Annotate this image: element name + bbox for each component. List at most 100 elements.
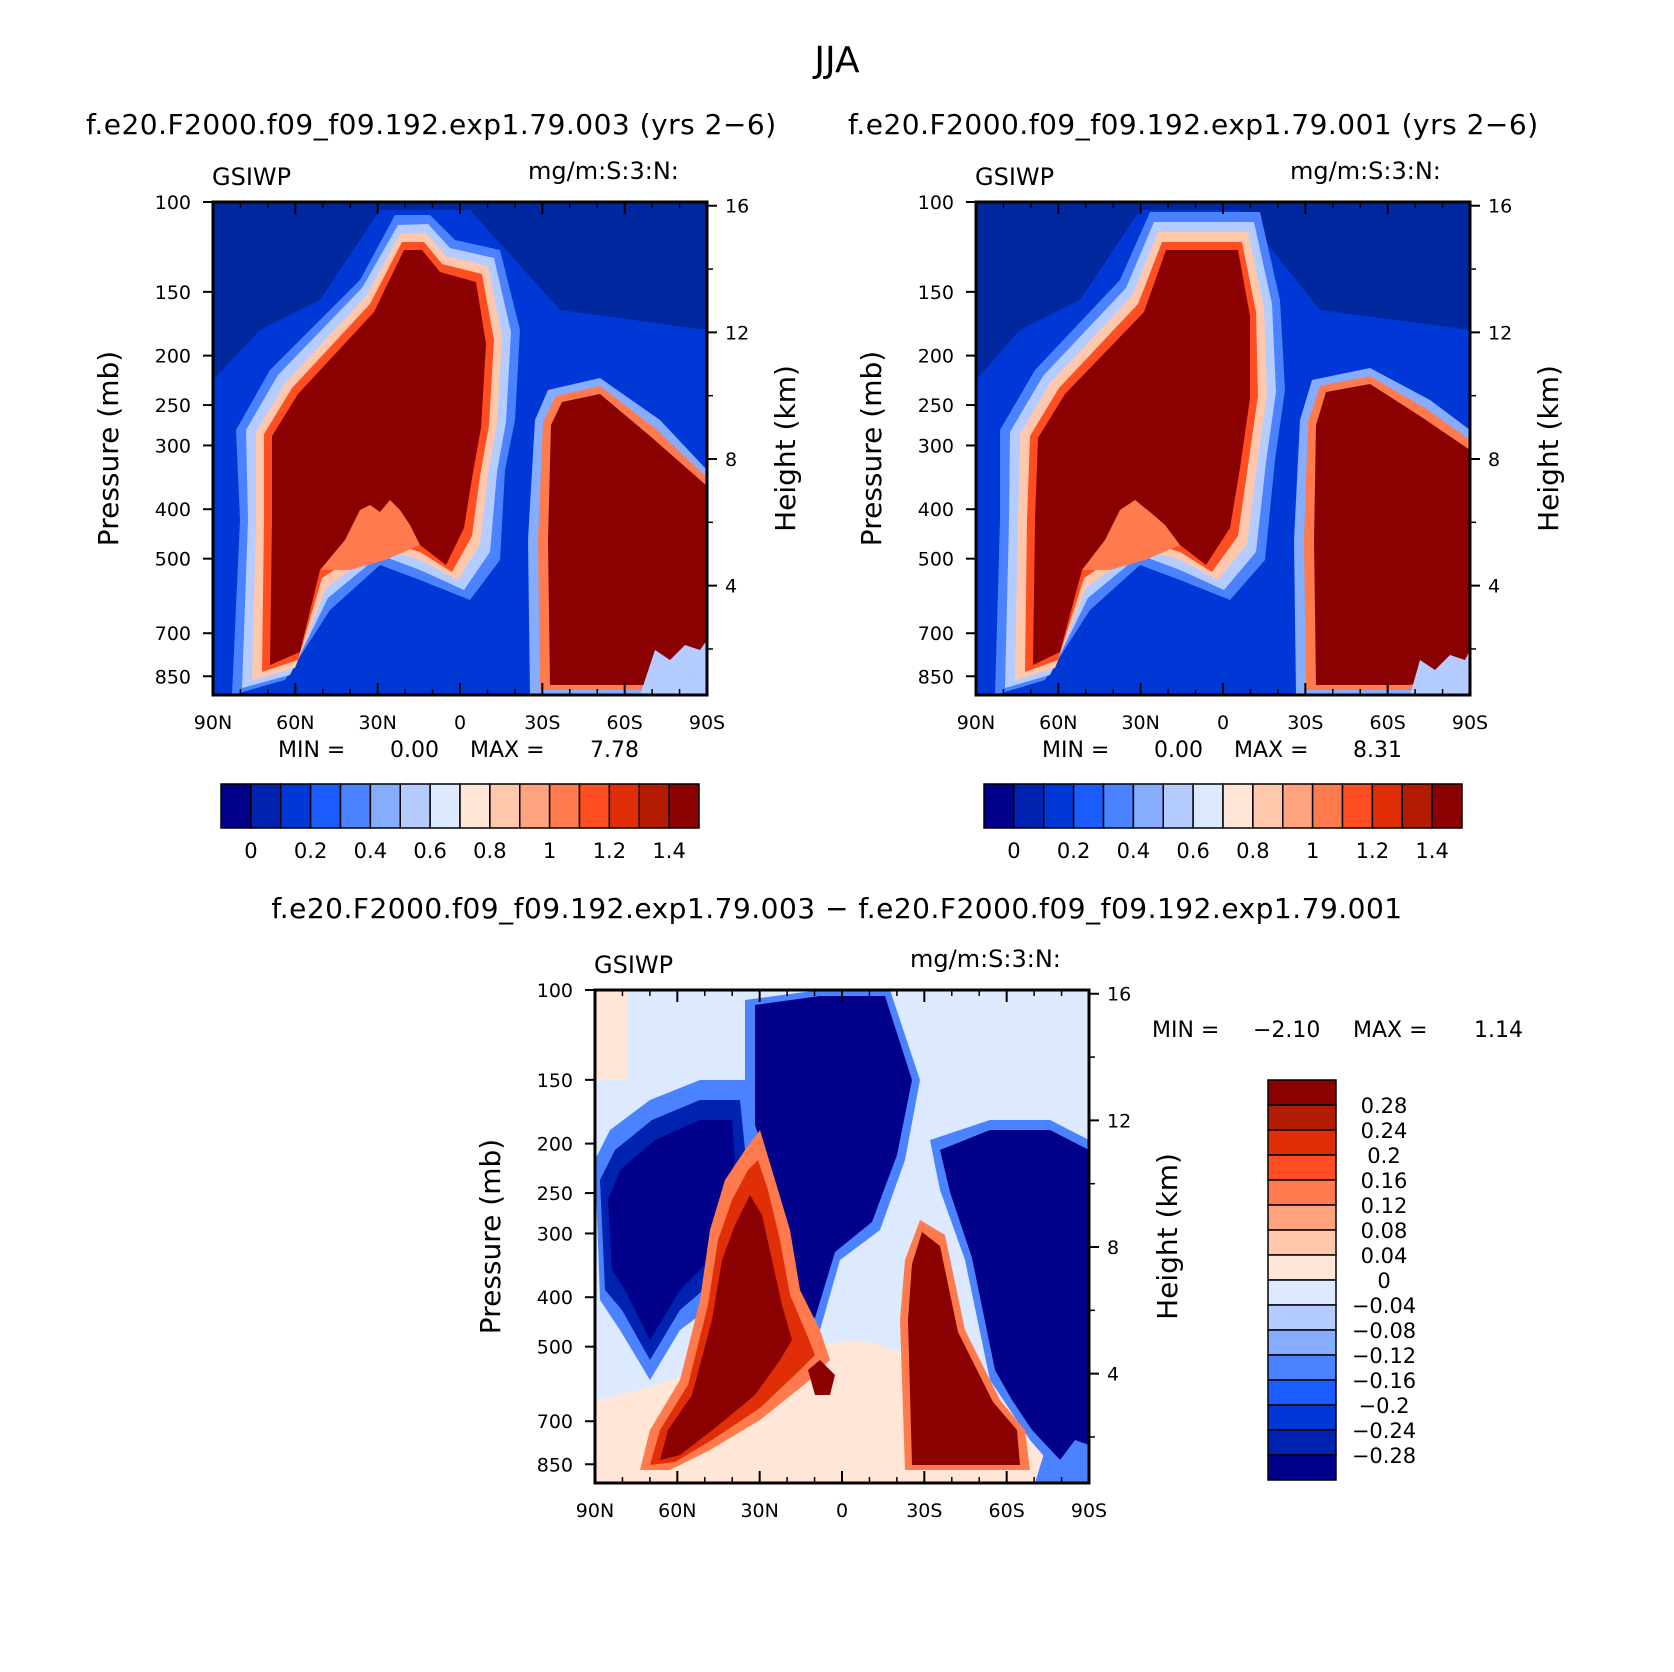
colorbar-c-swatch <box>1267 1429 1337 1456</box>
colorbar-c-swatch <box>1267 1404 1337 1431</box>
panel-c-x-tick-label: 60N <box>658 1500 696 1522</box>
colorbar-c-swatch <box>1267 1154 1337 1181</box>
panel-a-contour-field <box>213 202 707 695</box>
panel-title-run-001: f.e20.F2000.f09_f09.192.exp1.79.001 (yrs… <box>848 108 1539 141</box>
colorbar-a-swatch <box>519 783 551 829</box>
panel-b-y-tick-label: 100 <box>918 192 954 214</box>
panel-c-x-tick-label: 0 <box>836 1500 848 1522</box>
panel-c-units: mg/m:S:3:N: <box>910 945 1061 973</box>
colorbar-b-swatch <box>1431 783 1463 829</box>
colorbar-a-swatch <box>489 783 521 829</box>
colorbar-c-swatch <box>1267 1354 1337 1381</box>
panel-a-min-label: MIN = <box>278 738 346 763</box>
panel-a-y2-axis-title: Height (km) <box>769 365 802 532</box>
colorbar-a-swatch <box>220 783 252 829</box>
panel-b-y2-tick-label: 4 <box>1488 576 1500 598</box>
panel-c-y-tick-label: 300 <box>537 1223 573 1245</box>
panel-a-x-tick-label: 90N <box>194 712 232 734</box>
colorbar-c-label: 0.24 <box>1361 1119 1408 1143</box>
colorbar-c-label: 0.08 <box>1361 1219 1408 1243</box>
panel-b-max-label: MAX = <box>1234 738 1309 763</box>
panel-b-x-tick-label: 90S <box>1452 712 1488 734</box>
difference-title: f.e20.F2000.f09_f09.192.exp1.79.003 − f.… <box>271 892 1403 925</box>
panel-c-y-tick-label: 500 <box>537 1337 573 1359</box>
colorbar-b-label: 0 <box>1007 839 1020 863</box>
colorbar-a-swatch <box>638 783 670 829</box>
panel-c-y2-axis-title: Height (km) <box>1151 1153 1184 1320</box>
panel-c-y-tick-label: 400 <box>537 1287 573 1309</box>
colorbar-c-label: −0.04 <box>1352 1294 1416 1318</box>
panel-a-x-tick-label: 0 <box>454 712 466 734</box>
colorbar-a-swatch <box>399 783 431 829</box>
colorbar-a-swatch <box>280 783 312 829</box>
panel-c-y2-tick-label: 16 <box>1107 984 1131 1006</box>
colorbar-a-label: 1 <box>543 839 556 863</box>
panel-b-y-tick-label: 500 <box>918 549 954 571</box>
colorbar-a-swatch <box>339 783 372 829</box>
panel-b-min-label: MIN = <box>1042 738 1110 763</box>
colorbar-c-label: 0.2 <box>1367 1144 1400 1168</box>
colorbar-b-swatch <box>1162 783 1194 829</box>
colorbar-c-label: 0.16 <box>1361 1169 1408 1193</box>
colorbar-c-swatch <box>1267 1304 1337 1331</box>
colorbar-b-swatch <box>1311 783 1344 829</box>
colorbar-b-swatch <box>1371 783 1403 829</box>
panel-a-y-tick-label: 100 <box>155 192 191 214</box>
colorbar-a-label: 1.4 <box>652 839 685 863</box>
panel-c-y-tick-label: 850 <box>537 1454 573 1476</box>
colorbar-c-label: −0.12 <box>1352 1344 1416 1368</box>
panel-b-x-tick-label: 60N <box>1039 712 1077 734</box>
axes-layer: 90N 60N 30N 0 30S 60S 90S100150200250300400500… <box>92 192 1565 1522</box>
panel-c-y2-tick-label: 12 <box>1107 1110 1131 1132</box>
panel-b-x-tick-label: 30S <box>1287 712 1323 734</box>
panel-title-run-003: f.e20.F2000.f09_f09.192.exp1.79.003 (yrs… <box>86 108 777 141</box>
panel-b-max-value: 8.31 <box>1353 738 1402 763</box>
panel-a-left-label: GSIWP <box>212 163 292 191</box>
panel-b-y-tick-label: 850 <box>918 666 954 688</box>
panel-c-y2-tick-label: 8 <box>1107 1237 1119 1259</box>
colorbar-c-label: −0.16 <box>1352 1369 1416 1393</box>
colorbar-c-label: −0.24 <box>1352 1419 1416 1443</box>
panel-c-left-label: GSIWP <box>594 951 674 979</box>
panel-c-x-tick-label: 90S <box>1071 1500 1107 1522</box>
colorbar-b-label: 0.2 <box>1057 839 1090 863</box>
panel-c-y2-tick-label: 4 <box>1107 1364 1119 1386</box>
colorbar-a-swatch <box>369 783 401 829</box>
panel-b-y-tick-label: 150 <box>918 282 954 304</box>
colorbar-c-swatch <box>1267 1254 1337 1281</box>
colorbar-c-label: 0 <box>1377 1269 1390 1293</box>
colorbar-b-swatch <box>983 783 1015 829</box>
colorbar-b-swatch <box>1401 783 1433 829</box>
colorbar-a-swatch <box>608 783 640 829</box>
panel-a-x-tick-label: 90S <box>689 712 725 734</box>
colorbar-b-label: 0.8 <box>1236 839 1269 863</box>
colorbar-b-swatch <box>1222 783 1254 829</box>
colorbar-c-swatch <box>1267 1079 1337 1106</box>
colorbar-c-label: −0.28 <box>1352 1444 1416 1468</box>
panel-b-x-tick-label: 30N <box>1121 712 1159 734</box>
colorbar-a-swatch <box>668 783 700 829</box>
panel-c-contour-field <box>595 990 1089 1483</box>
colorbar-a-label: 1.2 <box>593 839 626 863</box>
colorbar-c-swatch <box>1267 1129 1337 1156</box>
colorbar-b-swatch <box>1043 783 1075 829</box>
panel-b-y2-tick-label: 8 <box>1488 449 1500 471</box>
colorbar-a-swatch <box>250 783 282 829</box>
colorbar-a-label: 0.8 <box>473 839 506 863</box>
colorbar-b-label: 1 <box>1306 839 1319 863</box>
colorbar-a-swatch <box>459 783 491 829</box>
panel-a-x-tick-label: 60N <box>276 712 314 734</box>
panel-a-y-axis-title: Pressure (mb) <box>92 351 125 546</box>
figure-title: JJA <box>814 40 860 81</box>
colorbar-c-swatch <box>1267 1279 1337 1306</box>
panel-b-y2-tick-label: 12 <box>1488 322 1512 344</box>
colorbar-b-swatch <box>1102 783 1135 829</box>
panel-a-y2-tick-label: 16 <box>725 196 749 218</box>
panel-a-y2-tick-label: 8 <box>725 449 737 471</box>
panel-c-max-label: MAX = <box>1353 1018 1428 1043</box>
colorbar-a-swatch <box>548 783 581 829</box>
panel-a-y2-tick-label: 12 <box>725 322 749 344</box>
panel-b-y-axis-title: Pressure (mb) <box>855 351 888 546</box>
